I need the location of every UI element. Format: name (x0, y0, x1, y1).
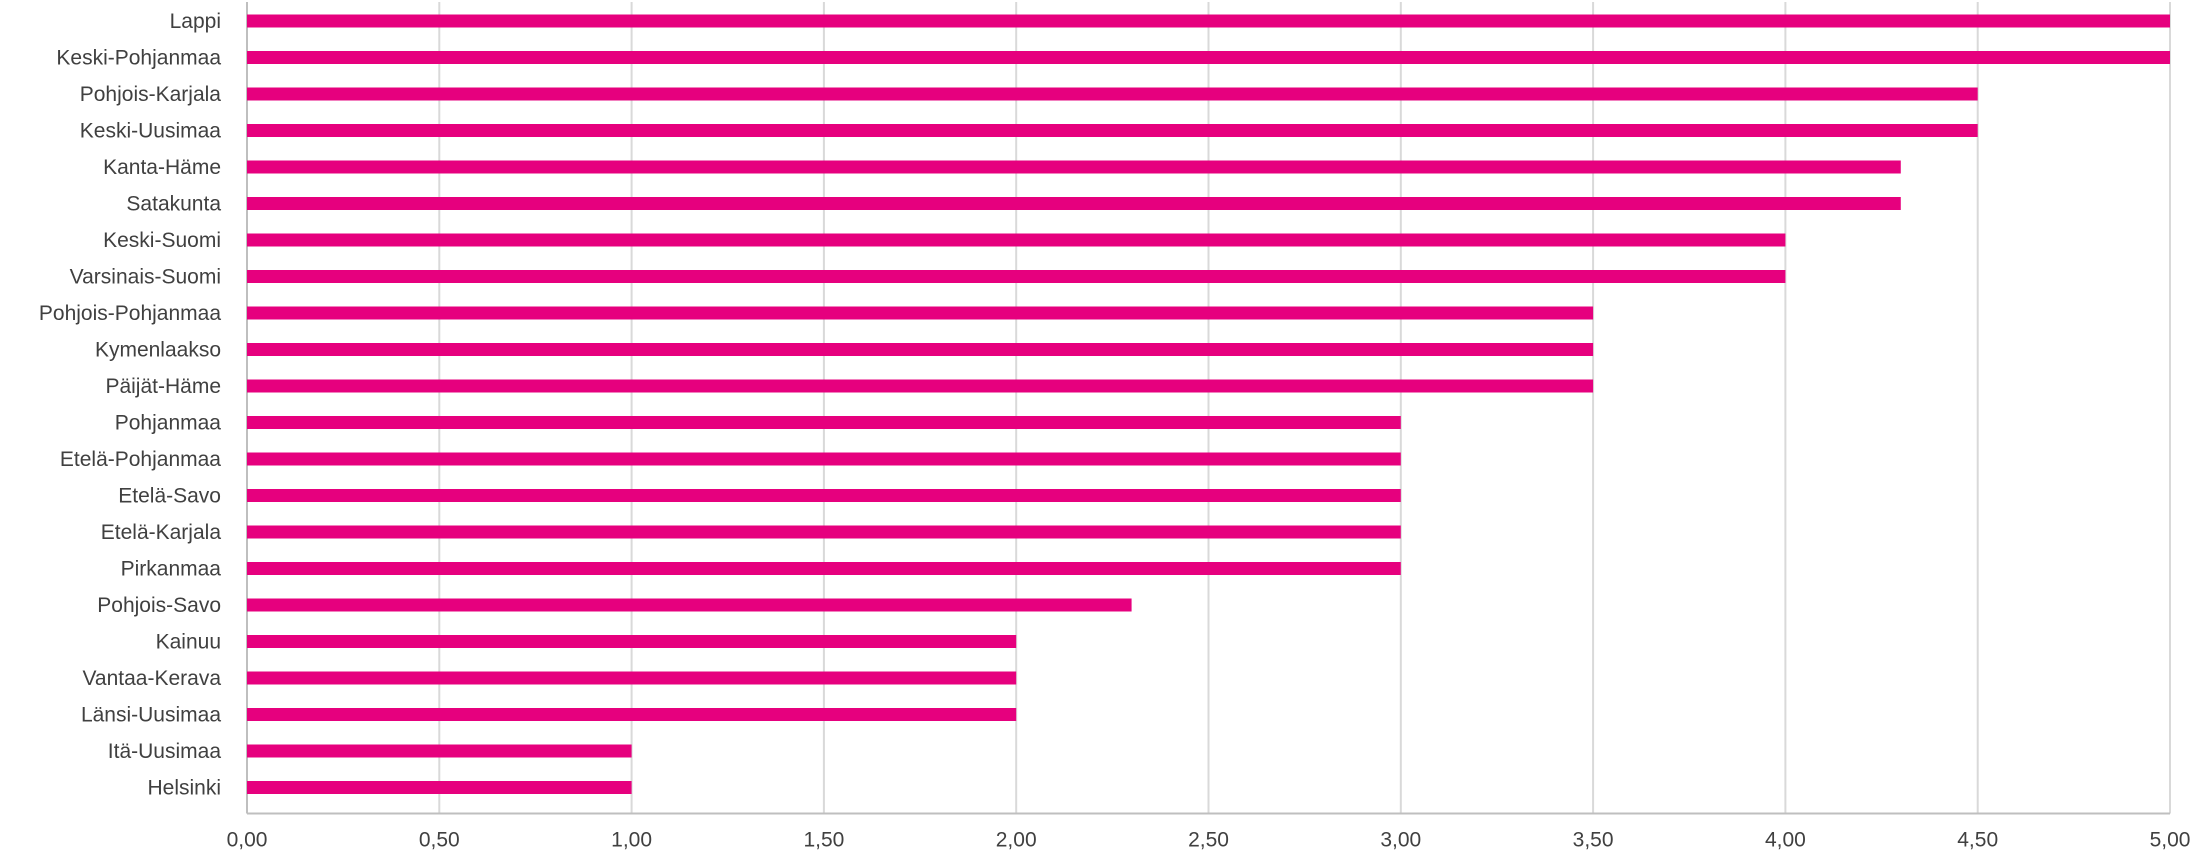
bar (247, 562, 1401, 575)
x-tick-label: 3,50 (1573, 829, 1614, 852)
category-label: Pohjois-Savo (97, 594, 221, 617)
category-labels: Lappi Keski-Pohjanmaa Pohjois-Karjala Keski… (39, 10, 221, 800)
bar (247, 197, 1901, 210)
category-label: Keski-Pohjanmaa (56, 47, 221, 70)
category-label: Lappi (170, 10, 221, 33)
category-label: Kanta-Häme (103, 156, 221, 179)
bar (247, 233, 1786, 247)
bar (247, 160, 1901, 174)
category-label: Varsinais-Suomi (70, 266, 221, 289)
x-tick-label: 1,00 (611, 829, 652, 852)
category-label: Vantaa-Kerava (82, 667, 221, 690)
x-tick-label: 2,00 (996, 829, 1037, 852)
category-label: Kainuu (156, 631, 221, 654)
category-label: Itä-Uusimaa (108, 740, 222, 763)
category-label: Länsi-Uusimaa (81, 704, 221, 727)
bar (247, 343, 1594, 356)
x-tick-label: 5,00 (2150, 829, 2191, 852)
bar (247, 489, 1401, 502)
category-label: Pirkanmaa (121, 558, 222, 581)
bar (247, 598, 1132, 612)
x-tick-label: 4,50 (1957, 829, 1998, 852)
bar (247, 14, 2170, 28)
bar (247, 525, 1401, 539)
bar (247, 270, 1786, 283)
bar (247, 744, 632, 758)
gridlines (246, 2, 2171, 815)
bar (247, 452, 1401, 466)
category-label: Keski-Uusimaa (80, 120, 222, 143)
category-label: Etelä-Pohjanmaa (60, 448, 221, 471)
x-tick-label: 2,50 (1188, 829, 1229, 852)
category-label: Pohjois-Karjala (80, 83, 222, 106)
category-label: Pohjois-Pohjanmaa (39, 302, 221, 325)
category-label: Kymenlaakso (95, 339, 221, 362)
bar (247, 781, 632, 794)
category-label: Etelä-Karjala (101, 521, 222, 544)
x-tick-label: 0,00 (227, 829, 268, 852)
bar (247, 124, 1978, 137)
bar (247, 379, 1594, 393)
x-tick-label: 0,50 (419, 829, 460, 852)
bars (247, 14, 2170, 794)
category-label: Helsinki (147, 777, 221, 800)
category-label: Etelä-Savo (118, 485, 221, 508)
category-label: Satakunta (126, 193, 221, 216)
bar (247, 708, 1017, 721)
x-axis-tick-labels: 0,00 0,50 1,00 1,50 2,00 2,50 3,00 3,50 4,00 4,50… (227, 829, 2191, 852)
bar (247, 87, 1978, 101)
category-label: Keski-Suomi (103, 229, 221, 252)
bar (247, 306, 1594, 320)
bar (247, 416, 1401, 429)
x-tick-label: 4,00 (1765, 829, 1806, 852)
bar (247, 671, 1017, 685)
x-tick-label: 3,00 (1380, 829, 1421, 852)
category-label: Päijät-Häme (105, 375, 221, 398)
category-label: Pohjanmaa (115, 412, 222, 435)
bar (247, 635, 1017, 648)
bar (247, 51, 2170, 64)
x-tick-label: 1,50 (803, 829, 844, 852)
